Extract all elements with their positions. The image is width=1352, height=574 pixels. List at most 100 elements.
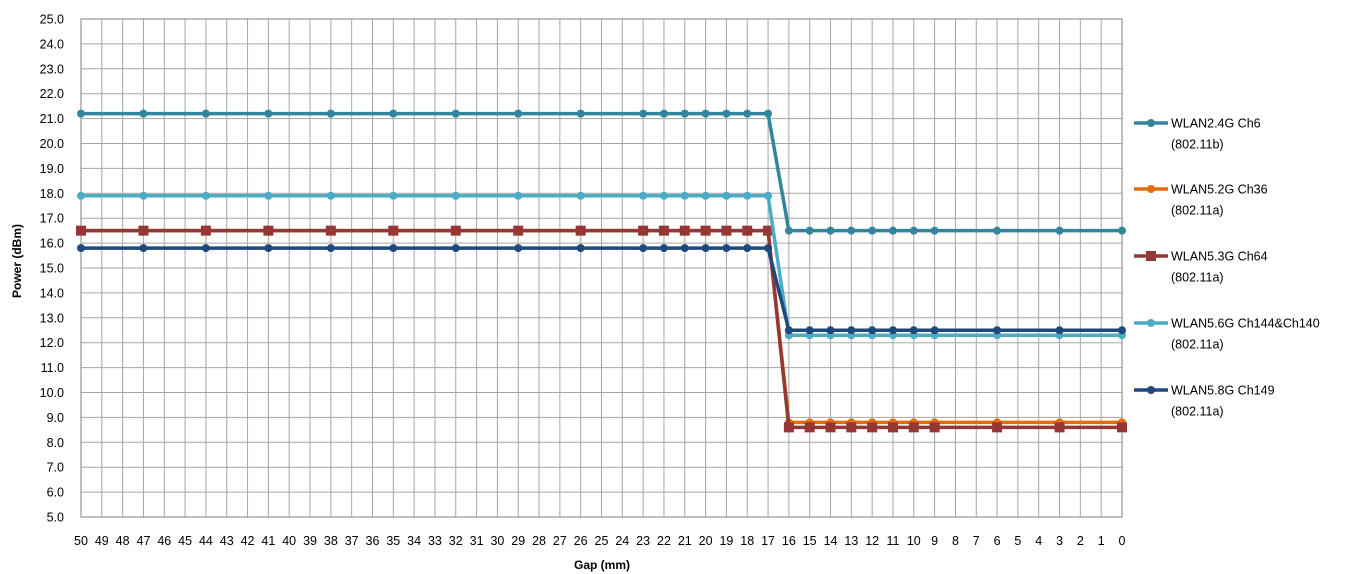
x-tick-label: 14 xyxy=(824,534,838,548)
data-point xyxy=(680,109,689,118)
x-tick-label: 42 xyxy=(241,534,255,548)
data-point xyxy=(930,326,939,335)
data-point xyxy=(805,326,814,335)
data-point xyxy=(514,244,523,253)
data-point xyxy=(784,326,793,335)
legend-label: WLAN5.6G Ch144&Ch140 xyxy=(1171,317,1320,331)
data-point xyxy=(200,225,211,236)
data-point xyxy=(389,244,398,253)
data-point xyxy=(450,225,461,236)
data-point xyxy=(909,326,918,335)
x-tick-label: 48 xyxy=(116,534,130,548)
legend-label: WLAN5.3G Ch64 xyxy=(1171,250,1268,264)
y-tick-label: 12.0 xyxy=(40,336,64,350)
x-tick-label: 41 xyxy=(261,534,275,548)
x-tick-label: 9 xyxy=(931,534,938,548)
data-point xyxy=(847,326,856,335)
data-point xyxy=(201,244,210,253)
x-tick-label: 30 xyxy=(490,534,504,548)
legend-entry: WLAN5.8G Ch149 (802.11a) xyxy=(1134,384,1275,419)
data-point xyxy=(514,191,523,200)
data-point xyxy=(846,422,857,433)
data-point xyxy=(680,244,689,253)
x-tick-label: 35 xyxy=(386,534,400,548)
data-point xyxy=(659,191,668,200)
x-tick-label: 16 xyxy=(782,534,796,548)
data-point xyxy=(826,326,835,335)
data-point xyxy=(743,191,752,200)
data-point xyxy=(867,422,878,433)
x-tick-label: 1 xyxy=(1098,534,1105,548)
y-tick-label: 25.0 xyxy=(40,13,64,27)
x-tick-label: 47 xyxy=(137,534,151,548)
y-tick-label: 17.0 xyxy=(40,212,64,226)
data-point xyxy=(721,225,732,236)
data-point xyxy=(722,191,731,200)
plot-area-border xyxy=(80,18,1123,518)
y-tick-label: 8.0 xyxy=(47,436,64,450)
legend-entry: WLAN5.6G Ch144&Ch140 (802.11a) xyxy=(1134,317,1320,352)
data-point xyxy=(701,109,710,118)
x-tick-label: 3 xyxy=(1056,534,1063,548)
x-tick-label: 26 xyxy=(574,534,588,548)
x-tick-label: 22 xyxy=(657,534,671,548)
x-tick-label: 2 xyxy=(1077,534,1084,548)
data-point xyxy=(826,226,835,235)
legend-swatch-marker xyxy=(1147,185,1155,193)
data-point xyxy=(326,244,335,253)
data-point xyxy=(783,422,794,433)
x-tick-label: 36 xyxy=(366,534,380,548)
data-point xyxy=(825,422,836,433)
data-point xyxy=(1118,326,1126,335)
data-point xyxy=(639,244,648,253)
y-axis-title: Power (dBm) xyxy=(10,224,24,298)
data-point xyxy=(201,109,210,118)
x-tick-labels: 50 49 48 47 46 45 44 43 42 41 40 39 38 37 36 35 34 33 32 31… xyxy=(74,534,1125,548)
legend: WLAN2.4G Ch6 (802.11b) WLAN5.2G Ch36 (802.1… xyxy=(1134,117,1320,419)
data-point xyxy=(868,326,877,335)
legend-label: (802.11a) xyxy=(1171,405,1224,419)
data-point xyxy=(993,326,1002,335)
x-tick-label: 7 xyxy=(973,534,980,548)
data-point xyxy=(908,422,919,433)
legend-swatch-marker xyxy=(1147,386,1155,394)
x-tick-label: 8 xyxy=(952,534,959,548)
x-tick-label: 49 xyxy=(95,534,109,548)
data-point xyxy=(388,225,399,236)
series-5 xyxy=(77,244,1126,335)
data-point xyxy=(868,226,877,235)
x-tick-label: 45 xyxy=(178,534,192,548)
data-point xyxy=(929,422,940,433)
data-point xyxy=(847,226,856,235)
y-tick-label: 16.0 xyxy=(40,237,64,251)
grid-lines xyxy=(80,18,1123,518)
series-1 xyxy=(77,109,1126,235)
data-point xyxy=(993,226,1002,235)
y-tick-label: 14.0 xyxy=(40,286,64,300)
data-point xyxy=(638,225,649,236)
data-point xyxy=(76,225,86,236)
x-tick-label: 34 xyxy=(407,534,421,548)
data-point xyxy=(264,109,273,118)
x-tick-label: 28 xyxy=(532,534,546,548)
data-point xyxy=(325,225,336,236)
data-point xyxy=(389,191,398,200)
data-point xyxy=(639,109,648,118)
data-point xyxy=(326,191,335,200)
x-tick-label: 19 xyxy=(719,534,733,548)
y-tick-label: 22.0 xyxy=(40,87,64,101)
legend-swatch-marker xyxy=(1147,119,1155,127)
data-point xyxy=(679,225,690,236)
y-tick-label: 7.0 xyxy=(47,461,64,475)
data-point xyxy=(139,191,148,200)
data-point xyxy=(514,109,523,118)
data-point xyxy=(909,226,918,235)
data-point xyxy=(888,226,897,235)
legend-label: (802.11a) xyxy=(1171,338,1224,352)
data-point xyxy=(659,109,668,118)
x-tick-label: 21 xyxy=(678,534,692,548)
y-tick-labels: 5.0 6.0 7.0 8.0 9.0 10.0 11.0 12.0 13.0 14.0 15.0 1… xyxy=(40,13,64,525)
x-tick-label: 40 xyxy=(282,534,296,548)
series-3 xyxy=(76,225,1127,433)
data-point xyxy=(701,191,710,200)
